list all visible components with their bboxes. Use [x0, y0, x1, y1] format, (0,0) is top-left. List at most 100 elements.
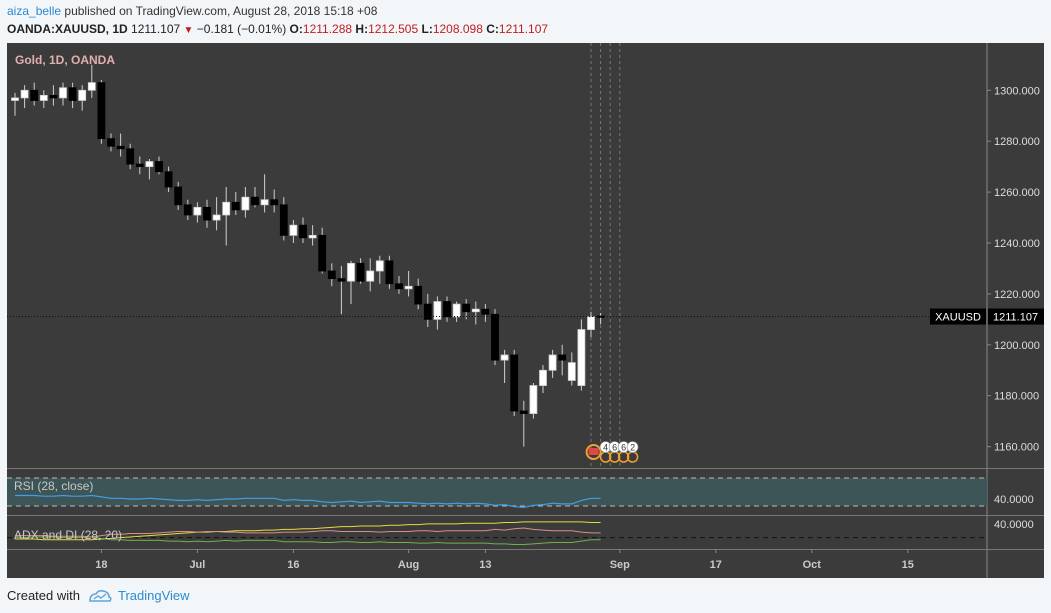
- time-tick-label: 13: [479, 559, 491, 571]
- candle-body-down: [183, 204, 192, 216]
- candle: [270, 189, 279, 213]
- candle-body-up: [87, 82, 96, 91]
- candle-body-up: [241, 196, 250, 211]
- candle: [241, 187, 250, 218]
- candle: [577, 319, 586, 391]
- candle-body-down: [395, 283, 403, 290]
- candle-body-up: [260, 199, 269, 206]
- candle-body-up: [212, 214, 221, 221]
- event-count-text: 6: [621, 443, 626, 453]
- candle: [452, 301, 461, 322]
- time-tick-label: Aug: [398, 559, 419, 571]
- candle-body-up: [587, 316, 595, 330]
- open-value: 1211.288: [302, 22, 353, 36]
- candle: [519, 400, 528, 447]
- candle-body-up: [404, 285, 413, 290]
- candle: [30, 82, 39, 106]
- adx-label: ADX and DI (28, 20): [14, 528, 122, 542]
- candle-body-down: [491, 313, 499, 361]
- candle: [203, 199, 211, 228]
- event-flag-icon[interactable]: [585, 444, 602, 460]
- symbol-tag: [930, 308, 986, 325]
- candle-body-up: [59, 87, 67, 99]
- candle: [87, 64, 96, 98]
- rsi-label: RSI (28, close): [14, 479, 93, 493]
- last-price-line: XAUUSD 1211.107: [7, 308, 1044, 325]
- candle-body-up: [78, 89, 87, 101]
- candle-body-up: [529, 385, 538, 414]
- candle-body-down: [116, 145, 125, 150]
- candle-body-down: [443, 301, 451, 318]
- candle-body-down: [68, 87, 77, 101]
- price-tick-label: 1240.000: [994, 238, 1040, 250]
- event-count-text: 4: [603, 443, 608, 453]
- candle-body-down: [174, 186, 183, 206]
- candle: [414, 278, 423, 310]
- time-tick-label: Jul: [189, 559, 205, 571]
- open-label: O:: [289, 22, 303, 36]
- candle: [299, 217, 307, 243]
- candle-body-down: [251, 196, 259, 206]
- time-tick-label: Oct: [803, 559, 822, 571]
- candle: [260, 174, 269, 213]
- candle: [231, 192, 240, 215]
- candle: [481, 304, 490, 322]
- candle-body-down: [164, 171, 173, 188]
- candle: [366, 258, 375, 292]
- candle: [471, 301, 480, 325]
- chart-title: Gold, 1D, OANDA: [15, 53, 115, 67]
- candle: [126, 143, 135, 170]
- future-marker-lines: [590, 43, 621, 468]
- candle-body-up: [577, 329, 586, 386]
- candle-body-down: [231, 201, 240, 211]
- candle: [395, 276, 403, 294]
- candle-body-up: [471, 308, 480, 313]
- candle-body-up: [347, 262, 355, 282]
- tradingview-link[interactable]: TradingView: [117, 588, 190, 603]
- price-chart[interactable]: 1300.000 1280.000 1260.000 1240.000 1220.000…: [7, 43, 1044, 578]
- candle: [155, 156, 163, 175]
- low-value: 1208.098: [432, 22, 483, 36]
- candle-body-down: [423, 303, 432, 320]
- candle: [356, 258, 365, 284]
- candle-body-up: [567, 362, 576, 381]
- candle-body-up: [145, 161, 154, 168]
- candle-body-down: [155, 161, 163, 173]
- candle-body-up: [539, 369, 547, 386]
- candle-body-up: [375, 260, 384, 272]
- candle-body-down: [203, 206, 211, 221]
- price-tick-label: 1200.000: [994, 340, 1040, 352]
- published-text: published on TradingView.com, August 28,…: [64, 4, 378, 18]
- candle: [164, 166, 173, 193]
- price-axis: 1300.000 1280.000 1260.000 1240.000 1220.000…: [987, 85, 1040, 454]
- candle-body-down: [337, 278, 346, 282]
- last-price: 1211.107: [131, 22, 181, 36]
- candle-body-up: [289, 224, 298, 236]
- price-tick-label: 1220.000: [994, 289, 1040, 301]
- author-link[interactable]: aiza_belle: [7, 4, 62, 18]
- candle-body-up: [548, 354, 557, 371]
- adx-line: [15, 521, 601, 541]
- candle-body-down: [126, 148, 135, 165]
- candle: [443, 296, 451, 322]
- candle: [462, 299, 471, 320]
- candles: [11, 64, 605, 447]
- event-count-badge[interactable]: [626, 441, 639, 453]
- candle-body-down: [510, 354, 519, 412]
- candle: [49, 85, 58, 106]
- price-change: −0.181 (−0.01%): [196, 22, 287, 36]
- di-plus-line: [15, 536, 601, 546]
- candle-body-down: [327, 270, 336, 280]
- candle: [337, 265, 346, 315]
- candle-body-up: [39, 94, 48, 101]
- symbol-label: OANDA:XAUUSD, 1D: [7, 22, 128, 36]
- low-label: L:: [421, 22, 433, 36]
- candle-body-up: [433, 301, 442, 320]
- candle: [222, 187, 231, 246]
- candle: [433, 296, 442, 330]
- time-tick-label: 18: [95, 559, 107, 571]
- candle-body-down: [462, 303, 471, 313]
- candle-body-down: [30, 89, 39, 101]
- candle: [548, 349, 557, 378]
